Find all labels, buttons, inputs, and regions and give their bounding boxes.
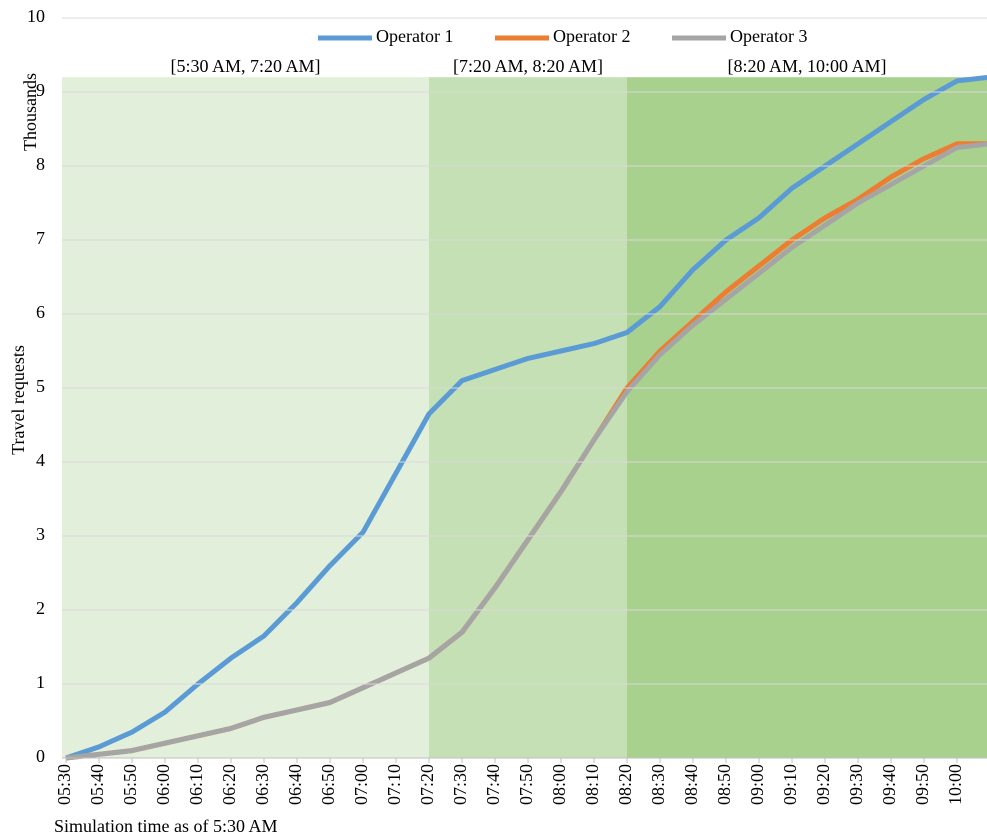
y-tick-label: 10	[27, 6, 45, 26]
legend-label: Operator 2	[553, 26, 630, 46]
x-tick-label: 07:40	[483, 764, 503, 805]
y-tick-label: 6	[36, 302, 45, 322]
y-tick-label: 2	[36, 598, 45, 618]
x-tick-label: 06:50	[318, 764, 338, 805]
shaded-region	[627, 77, 987, 758]
x-tick-label: 08:10	[582, 764, 602, 805]
y-tick-label: 0	[36, 746, 45, 766]
y-unit-label: Thousands	[20, 73, 40, 151]
x-tick-label: 05:40	[87, 764, 107, 805]
y-tick-label: 3	[36, 524, 45, 544]
series-line	[65, 75, 987, 761]
y-tick-label: 5	[36, 376, 45, 396]
x-tick-label: 09:20	[813, 764, 833, 805]
series-line	[65, 141, 987, 761]
shaded-region	[429, 77, 627, 758]
x-tick-label: 08:30	[648, 764, 668, 805]
region-label: [7:20 AM, 8:20 AM]	[453, 56, 603, 76]
region-label: [8:20 AM, 10:00 AM]	[727, 56, 886, 76]
x-tick-label: 09:10	[780, 764, 800, 805]
x-tick-label: 07:10	[384, 764, 404, 805]
x-tick-label: 08:40	[681, 764, 701, 805]
x-tick-label: 07:00	[351, 764, 371, 805]
x-tick-label: 09:30	[846, 764, 866, 805]
y-tick-label: 8	[36, 154, 45, 174]
x-axis-label: Simulation time as of 5:30 AM	[54, 816, 278, 836]
x-tick-label: 07:30	[450, 764, 470, 805]
x-tick-label: 06:10	[186, 764, 206, 805]
y-tick-label: 7	[36, 228, 45, 248]
x-tick-label: 07:50	[516, 764, 536, 805]
legend-label: Operator 1	[376, 26, 453, 46]
plot-area	[62, 75, 987, 761]
x-tick-label: 07:20	[417, 764, 437, 805]
x-tick-label: 08:20	[615, 764, 635, 805]
x-tick-label: 06:20	[219, 764, 239, 805]
x-tick-label: 06:30	[252, 764, 272, 805]
region-label: [5:30 AM, 7:20 AM]	[170, 56, 320, 76]
x-tick-label: 05:30	[54, 764, 74, 805]
x-tick-label: 05:50	[120, 764, 140, 805]
x-tick-label: 09:50	[912, 764, 932, 805]
x-tick-label: 08:00	[549, 764, 569, 805]
y-tick-label: 1	[36, 672, 45, 692]
legend-label: Operator 3	[730, 26, 807, 46]
y-tick-label: 9	[36, 80, 45, 100]
y-tick-label: 4	[36, 450, 45, 470]
shaded-region	[62, 77, 429, 758]
y-axis-label: Travel requests	[8, 345, 28, 455]
x-tick-label: 06:00	[153, 764, 173, 805]
x-tick-label: 09:00	[747, 764, 767, 805]
x-tick-label: 10:00	[945, 764, 965, 805]
x-tick-label: 06:40	[285, 764, 305, 805]
x-tick-label: 08:50	[714, 764, 734, 805]
x-tick-label: 09:40	[879, 764, 899, 805]
